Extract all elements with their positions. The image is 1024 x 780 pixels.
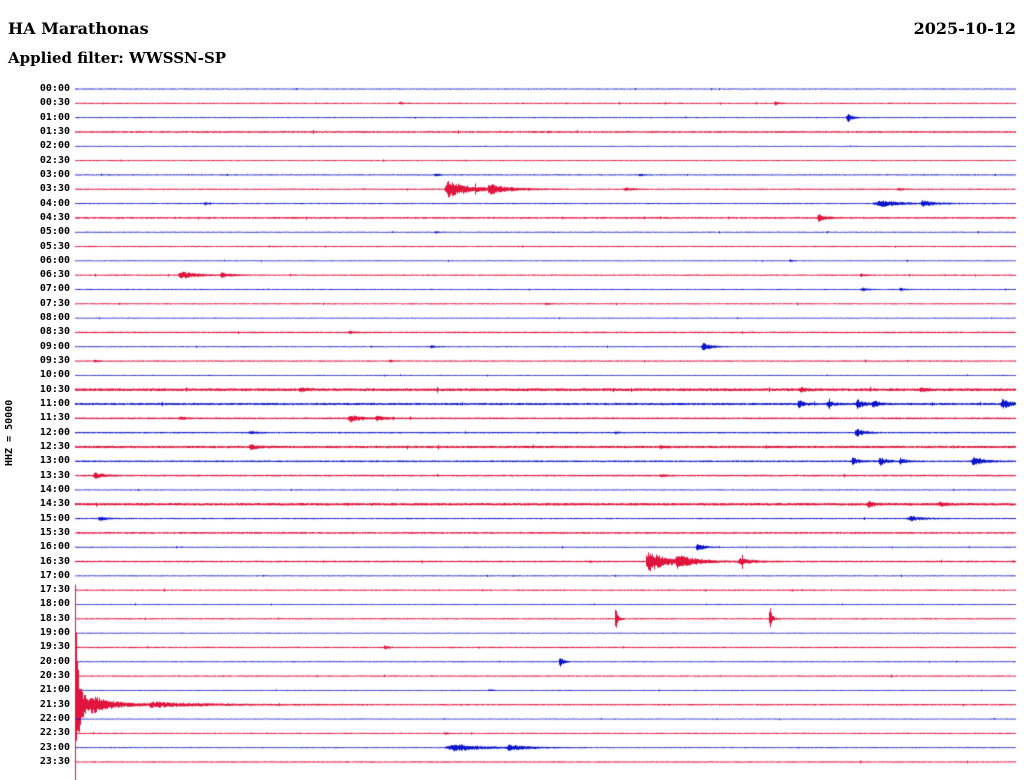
trace-time-label: 05:30 — [39, 240, 70, 252]
trace-time-label: 17:30 — [39, 584, 70, 596]
trace-time-label: 06:00 — [39, 254, 70, 266]
trace-time-label: 01:00 — [39, 111, 70, 123]
trace-time-label: 07:00 — [39, 283, 70, 295]
trace-time-label: 03:30 — [39, 183, 70, 195]
trace-time-label: 01:30 — [39, 125, 70, 137]
trace-time-label: 15:30 — [39, 526, 70, 538]
trace-time-label: 19:30 — [39, 641, 70, 653]
trace-time-label: 12:00 — [39, 426, 70, 438]
trace-time-label: 21:00 — [39, 684, 70, 696]
trace-time-label: 10:00 — [39, 369, 70, 381]
trace-time-label: 22:30 — [39, 727, 70, 739]
trace-time-label: 23:30 — [39, 755, 70, 767]
trace-time-label: 12:30 — [39, 440, 70, 452]
station-title: HA Marathonas — [8, 19, 149, 38]
trace-time-label: 13:00 — [39, 455, 70, 467]
trace-time-label: 00:00 — [39, 83, 70, 94]
trace-time-label: 11:00 — [39, 398, 70, 410]
date-label: 2025-10-12 — [913, 19, 1016, 38]
trace-time-label: 23:00 — [39, 741, 70, 753]
trace-time-label: 21:30 — [39, 698, 70, 710]
trace-time-label: 17:00 — [39, 569, 70, 581]
trace-time-label: 11:30 — [39, 412, 70, 424]
trace-time-label: 08:00 — [39, 312, 70, 324]
trace-time-label: 16:00 — [39, 541, 70, 553]
trace-time-label: 04:30 — [39, 211, 70, 223]
filter-label: Applied filter: WWSSN-SP — [8, 49, 227, 67]
trace-time-label: 09:00 — [39, 340, 70, 352]
trace-time-label: 20:30 — [39, 670, 70, 682]
trace-time-label: 18:30 — [39, 612, 70, 624]
trace-time-label: 19:00 — [39, 627, 70, 639]
trace-time-label: 16:30 — [39, 555, 70, 567]
trace-time-label: 07:30 — [39, 297, 70, 309]
trace-time-label: 05:00 — [39, 226, 70, 238]
trace-time-label: 10:30 — [39, 383, 70, 395]
trace-time-label: 04:00 — [39, 197, 70, 209]
trace-time-label: 14:30 — [39, 498, 70, 510]
trace-time-label: 02:00 — [39, 140, 70, 152]
trace-time-label: 15:00 — [39, 512, 70, 524]
trace-time-label: 20:00 — [39, 655, 70, 667]
trace-time-label: 06:30 — [39, 269, 70, 281]
trace-time-label: 08:30 — [39, 326, 70, 338]
trace-time-label: 13:30 — [39, 469, 70, 481]
trace-time-label: 22:00 — [39, 713, 70, 725]
trace-time-label: 03:00 — [39, 168, 70, 180]
trace-time-label: 18:00 — [39, 598, 70, 610]
trace-time-label: 00:30 — [39, 97, 70, 109]
trace-time-label: 02:30 — [39, 154, 70, 166]
trace-time-label: 09:30 — [39, 355, 70, 367]
trace-time-label: 14:00 — [39, 483, 70, 495]
